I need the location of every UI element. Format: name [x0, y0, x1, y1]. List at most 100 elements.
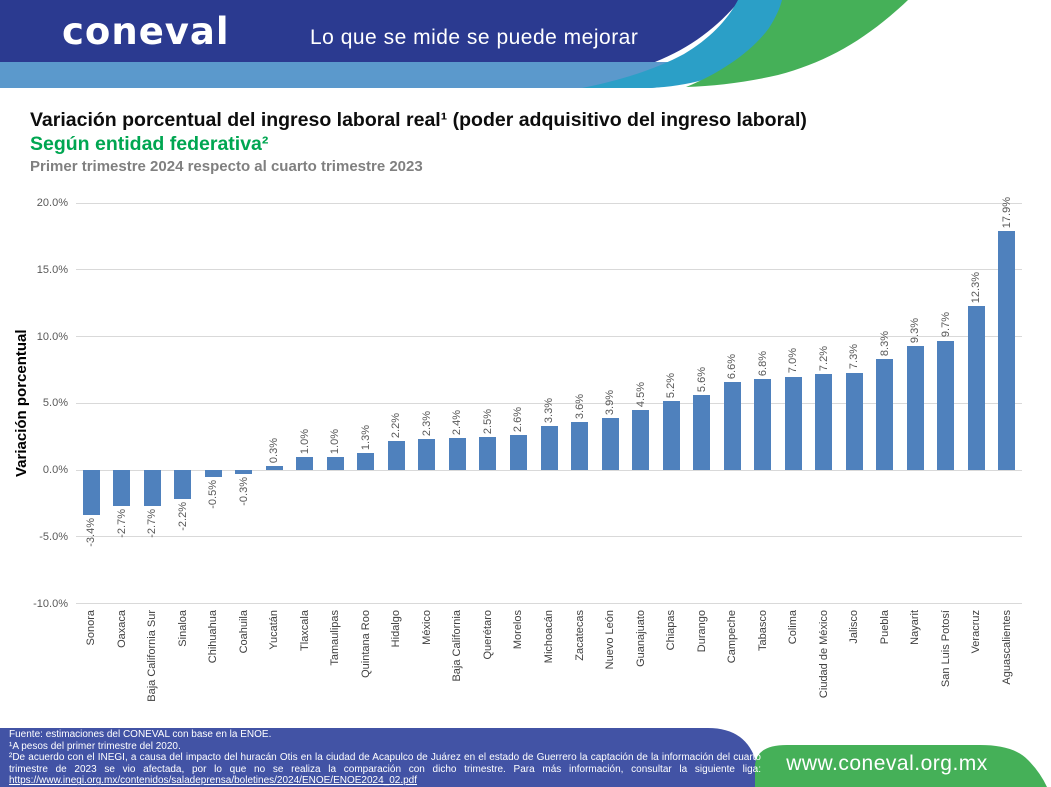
bar-value-label: -2.7%	[146, 509, 159, 538]
bar	[387, 440, 405, 470]
bar-value-label: 3.9%	[604, 389, 617, 415]
footer-note2: ²De acuerdo con el INEGI, a causa del im…	[9, 752, 761, 775]
x-category-label: Baja California Sur	[146, 610, 159, 702]
bar	[693, 395, 711, 470]
bar-value-label: 7.2%	[817, 345, 830, 371]
x-category-label: Querétaro	[481, 610, 494, 660]
x-category-label: San Luis Potosí	[939, 610, 952, 688]
x-category-label: Oaxaca	[115, 610, 128, 648]
bar	[418, 439, 436, 470]
x-category-label: Quintana Roo	[359, 610, 372, 678]
bar	[479, 436, 497, 470]
bar-value-label: 8.3%	[878, 331, 891, 357]
bar	[265, 465, 283, 470]
footer-green-pill	[755, 745, 1047, 787]
x-category-label: Guanajuato	[634, 610, 647, 667]
bar-value-label: 12.3%	[970, 271, 983, 303]
x-category-label: Morelos	[512, 610, 525, 650]
x-category-label: Chihuahua	[207, 610, 220, 664]
bar	[296, 456, 314, 470]
bar	[815, 373, 833, 470]
footer-notes: Fuente: estimaciones del CONEVAL con bas…	[9, 729, 761, 787]
bar	[662, 400, 680, 470]
bar-value-label: 5.2%	[665, 372, 678, 398]
bar-value-label: 2.3%	[420, 411, 433, 437]
bar	[998, 231, 1016, 470]
y-tick-label: 0.0%	[42, 464, 68, 476]
bar-value-label: 5.6%	[695, 367, 708, 393]
gridline	[76, 469, 1022, 471]
x-category-label: Hidalgo	[390, 610, 403, 648]
x-category-label: Durango	[695, 610, 708, 653]
bar-value-label: -3.4%	[85, 518, 98, 548]
bar	[723, 381, 741, 470]
header-tagline: Lo que se mide se puede mejorar	[310, 26, 639, 49]
bar	[937, 340, 955, 470]
bar	[632, 409, 650, 470]
x-category-label: Baja California	[451, 610, 464, 682]
gridline	[76, 402, 1022, 404]
y-tick-label: 5.0%	[42, 397, 68, 410]
bar-value-label: 6.8%	[756, 351, 769, 377]
bar-value-label: 1.3%	[359, 424, 372, 450]
bar-value-label: 3.3%	[543, 397, 555, 423]
bar	[845, 372, 863, 470]
gridline	[76, 269, 1022, 271]
header-lightblue-wave	[0, 62, 752, 88]
bar-value-label: -2.2%	[176, 502, 189, 532]
x-category-label: Tamaulipas	[329, 610, 342, 666]
x-category-label: Colima	[787, 610, 800, 645]
x-category-label: Puebla	[878, 610, 891, 645]
footer-link[interactable]: https://www.inegi.org.mx/contenidos/sala…	[9, 775, 418, 787]
header-green-wave	[686, 0, 908, 87]
gridline	[76, 336, 1022, 337]
bar	[143, 470, 161, 507]
bar-value-label: 2.6%	[512, 407, 525, 433]
y-tick-label: 15.0%	[36, 263, 68, 276]
bar-value-label: 9.3%	[909, 317, 922, 343]
bar	[509, 435, 527, 470]
x-category-label: Yucatán	[268, 610, 281, 650]
footer-note1: ¹A pesos del primer trimestre del 2020.	[9, 740, 181, 752]
bar-value-label: 7.3%	[848, 344, 861, 370]
x-category-label: Sonora	[85, 610, 98, 646]
bar	[204, 470, 222, 477]
bar-value-label: 9.7%	[939, 312, 952, 338]
bar	[967, 305, 985, 470]
bar-value-label: 2.5%	[481, 408, 494, 434]
x-category-label: México	[420, 610, 433, 645]
x-category-label: Campeche	[726, 610, 739, 664]
x-category-label: Nayarit	[909, 610, 922, 645]
bar-value-label: 2.2%	[390, 412, 403, 438]
bar-value-label: -0.3%	[237, 477, 250, 506]
header-band	[0, 0, 908, 88]
y-tick-label: -10.0%	[33, 597, 68, 610]
bar	[754, 379, 772, 470]
x-category-label: Ciudad de México	[817, 610, 830, 699]
chart-title: Variación porcentual del ingreso laboral…	[30, 109, 807, 131]
coneval-logo: coneval	[62, 10, 230, 53]
bar-value-label: 1.0%	[329, 428, 342, 454]
bar	[571, 421, 589, 470]
x-category-label: Michoacán	[543, 610, 555, 664]
x-category-label: Coahuila	[237, 610, 250, 654]
bar	[82, 470, 100, 516]
bar	[906, 345, 924, 470]
footer-source: Fuente: estimaciones del CONEVAL con bas…	[9, 729, 272, 740]
x-category-label: Chiapas	[665, 610, 678, 651]
x-category-label: Nuevo León	[604, 610, 617, 670]
bar-value-label: -0.5%	[207, 479, 220, 509]
bar	[540, 425, 558, 470]
bar	[113, 470, 131, 507]
bar	[601, 417, 619, 470]
bar	[784, 376, 802, 470]
bar	[448, 437, 466, 470]
gridline	[76, 603, 1022, 604]
y-tick-label: -5.0%	[39, 530, 68, 543]
bar-value-label: -2.7%	[115, 509, 128, 538]
x-category-label: Tabasco	[756, 610, 769, 651]
chart-subtitle: Según entidad federativa²	[30, 133, 269, 155]
bar	[326, 456, 344, 470]
bar-value-label: 3.6%	[573, 393, 586, 419]
